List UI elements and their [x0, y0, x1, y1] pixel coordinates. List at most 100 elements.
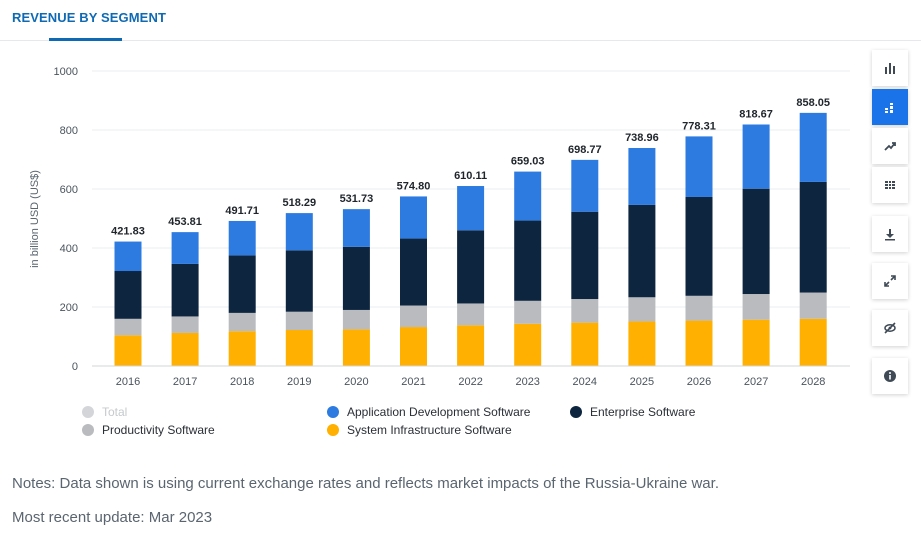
info-button[interactable]: [872, 358, 908, 394]
bar-segment[interactable]: [514, 300, 542, 324]
bar-segment[interactable]: [114, 271, 142, 319]
total-value-label: 858.05: [796, 97, 830, 109]
bar-segment[interactable]: [514, 220, 542, 301]
bar-segment[interactable]: [114, 335, 142, 366]
bar-segment[interactable]: [228, 312, 256, 332]
bar-segment[interactable]: [799, 318, 827, 366]
bar-segment[interactable]: [400, 196, 427, 239]
bar-segment[interactable]: [228, 255, 256, 313]
info-icon: [884, 370, 896, 382]
x-tick-label: 2018: [230, 376, 254, 388]
bar-segment[interactable]: [742, 319, 770, 366]
bar-segment[interactable]: [742, 294, 770, 320]
bar-segment[interactable]: [685, 295, 713, 321]
legend-label: System Infrastructure Software: [347, 423, 512, 437]
bar-segment[interactable]: [457, 303, 485, 326]
bar-segment[interactable]: [285, 213, 313, 251]
last-update-note: Most recent update: Mar 2023: [12, 509, 213, 526]
total-value-label: 738.96: [625, 132, 659, 144]
hide-button[interactable]: [872, 310, 908, 346]
tab-header: REVENUE BY SEGMENT: [0, 0, 921, 41]
bar-segment[interactable]: [457, 186, 485, 231]
total-value-label: 453.81: [168, 216, 202, 228]
total-value-label: 659.03: [511, 156, 545, 168]
legend-dot-icon: [327, 406, 339, 418]
bar-segment[interactable]: [171, 316, 199, 333]
total-labels: 421.83 453.81 491.71 518.29 531.73 574.80 610.…: [111, 97, 830, 238]
download-button[interactable]: [872, 216, 908, 252]
bar-segment[interactable]: [400, 327, 427, 366]
x-tick-label: 2017: [173, 376, 197, 388]
x-tick-label: 2021: [401, 376, 425, 388]
bar-segment[interactable]: [628, 297, 656, 322]
x-tick-label: 2019: [287, 376, 311, 388]
x-tick-label: 2024: [573, 376, 597, 388]
bar-segment[interactable]: [742, 124, 770, 189]
bar-segment[interactable]: [628, 148, 656, 205]
bar-segment[interactable]: [799, 112, 827, 182]
trend-button[interactable]: [872, 128, 908, 164]
x-tick-label: 2027: [744, 376, 768, 388]
bar-segment[interactable]: [799, 292, 827, 319]
x-tick-label: 2023: [515, 376, 539, 388]
bar-segment[interactable]: [685, 320, 713, 366]
bar-segment[interactable]: [171, 232, 199, 264]
bar-segment[interactable]: [285, 330, 313, 366]
bar-segment[interactable]: [400, 305, 427, 328]
y-tick-label: 1000: [54, 66, 78, 78]
bar-segment[interactable]: [342, 309, 370, 330]
legend-item-total[interactable]: Total: [82, 405, 127, 419]
bar-segment[interactable]: [342, 329, 370, 366]
y-axis-label: in billion USD (US$): [29, 170, 41, 268]
stacked-chart-icon: [885, 103, 893, 113]
bar-segment[interactable]: [342, 209, 370, 247]
bar-segment[interactable]: [628, 204, 656, 298]
stacked-chart-button[interactable]: [872, 89, 908, 125]
x-tick-label: 2028: [801, 376, 825, 388]
chart-notes: Notes: Data shown is using current excha…: [12, 475, 719, 492]
legend-label: Total: [102, 405, 128, 419]
bar-segment[interactable]: [628, 321, 656, 366]
bar-segment[interactable]: [114, 241, 142, 272]
bar-segment[interactable]: [571, 299, 599, 323]
legend-item-system-infra[interactable]: System Infrastructure Software: [327, 423, 512, 437]
bar-segment[interactable]: [171, 263, 199, 317]
legend-label: Productivity Software: [102, 423, 215, 437]
table-button[interactable]: [872, 167, 908, 203]
bar-segment[interactable]: [285, 311, 313, 331]
bar-segment[interactable]: [571, 211, 599, 300]
x-axis-ticks: 2016 2017 2018 2019 2020 2021 2022 2023 2024 2025…: [116, 376, 826, 388]
bar-segment[interactable]: [685, 136, 713, 197]
bar-segment[interactable]: [228, 331, 256, 366]
bar-segment[interactable]: [514, 171, 542, 221]
bar-segment[interactable]: [457, 230, 485, 304]
fullscreen-button[interactable]: [872, 263, 908, 299]
bar-segment[interactable]: [514, 323, 542, 366]
bar-segment[interactable]: [571, 159, 599, 212]
legend-item-app-dev[interactable]: Application Development Software: [327, 405, 530, 419]
bar-segment[interactable]: [342, 246, 370, 310]
legend-dot-icon: [82, 406, 94, 418]
bar-segment[interactable]: [114, 318, 142, 336]
bar-segment[interactable]: [400, 238, 427, 306]
y-tick-label: 200: [60, 302, 78, 314]
bar-segment[interactable]: [457, 325, 485, 366]
table-icon: [885, 181, 895, 189]
bar-segment[interactable]: [742, 188, 770, 295]
y-tick-label: 600: [60, 184, 78, 196]
legend-label: Application Development Software: [347, 405, 531, 419]
hide-icon: [884, 322, 896, 334]
tab-revenue-by-segment[interactable]: REVENUE BY SEGMENT: [12, 10, 166, 25]
legend-item-enterprise[interactable]: Enterprise Software: [570, 405, 695, 419]
bar-segment[interactable]: [685, 196, 713, 296]
bar-segment[interactable]: [228, 220, 256, 256]
legend-item-productivity[interactable]: Productivity Software: [82, 423, 215, 437]
bar-segment[interactable]: [171, 332, 199, 366]
fullscreen-icon: [884, 275, 896, 287]
bar-chart-icon: [885, 63, 895, 74]
bar-segment[interactable]: [799, 181, 827, 293]
bar-segment[interactable]: [571, 322, 599, 366]
bar-chart-button[interactable]: [872, 50, 908, 86]
download-icon: [885, 229, 895, 241]
bar-segment[interactable]: [285, 250, 313, 312]
